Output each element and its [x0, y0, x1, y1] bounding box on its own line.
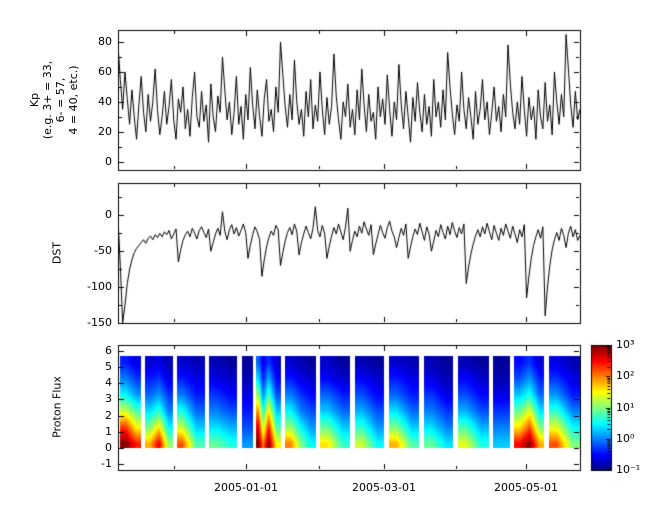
xtick-label-mar: 2005-03-01: [352, 481, 416, 494]
kp-ytick-label: 20: [98, 125, 112, 138]
kp-ytick-label: 60: [98, 65, 112, 78]
dst-ytick-label: -150: [87, 316, 112, 329]
dst-axis-label: DST: [50, 241, 64, 265]
xtick-label-may: 2005-05-01: [494, 481, 558, 494]
dst-ytick-label: -50: [94, 244, 112, 257]
colorbar-tick-label: 10⁻¹: [616, 463, 641, 476]
dst-ytick-label: -100: [87, 280, 112, 293]
dst-ytick-label: 0: [105, 208, 112, 221]
xtick-label-jan: 2005-01-01: [214, 481, 278, 494]
colorbar-tick-label: 10³: [616, 338, 635, 351]
kp-ytick-label: 80: [98, 35, 112, 48]
flux-ytick-label: 4: [105, 376, 112, 389]
colorbar-tick-label: 10⁰: [616, 432, 635, 445]
flux-ytick-label: 1: [105, 425, 112, 438]
flux-ytick-label: 0: [105, 441, 112, 454]
flux-ytick-label: -1: [101, 457, 112, 470]
flux-ytick-label: 6: [105, 344, 112, 357]
colorbar-tick-label: 10²: [616, 369, 635, 382]
kp-ytick-label: 40: [98, 95, 112, 108]
flux-ytick-label: 3: [105, 392, 112, 405]
flux-axis-label: Proton Flux: [50, 376, 64, 438]
kp-axis-label: Kp (e.g. 3+ = 33, 6- = 57, 4 = 40, etc.): [28, 60, 80, 140]
colorbar-tick-label: 10¹: [616, 401, 635, 414]
flux-ytick-label: 2: [105, 409, 112, 422]
flux-ytick-label: 5: [105, 360, 112, 373]
kp-ytick-label: 0: [105, 155, 112, 168]
